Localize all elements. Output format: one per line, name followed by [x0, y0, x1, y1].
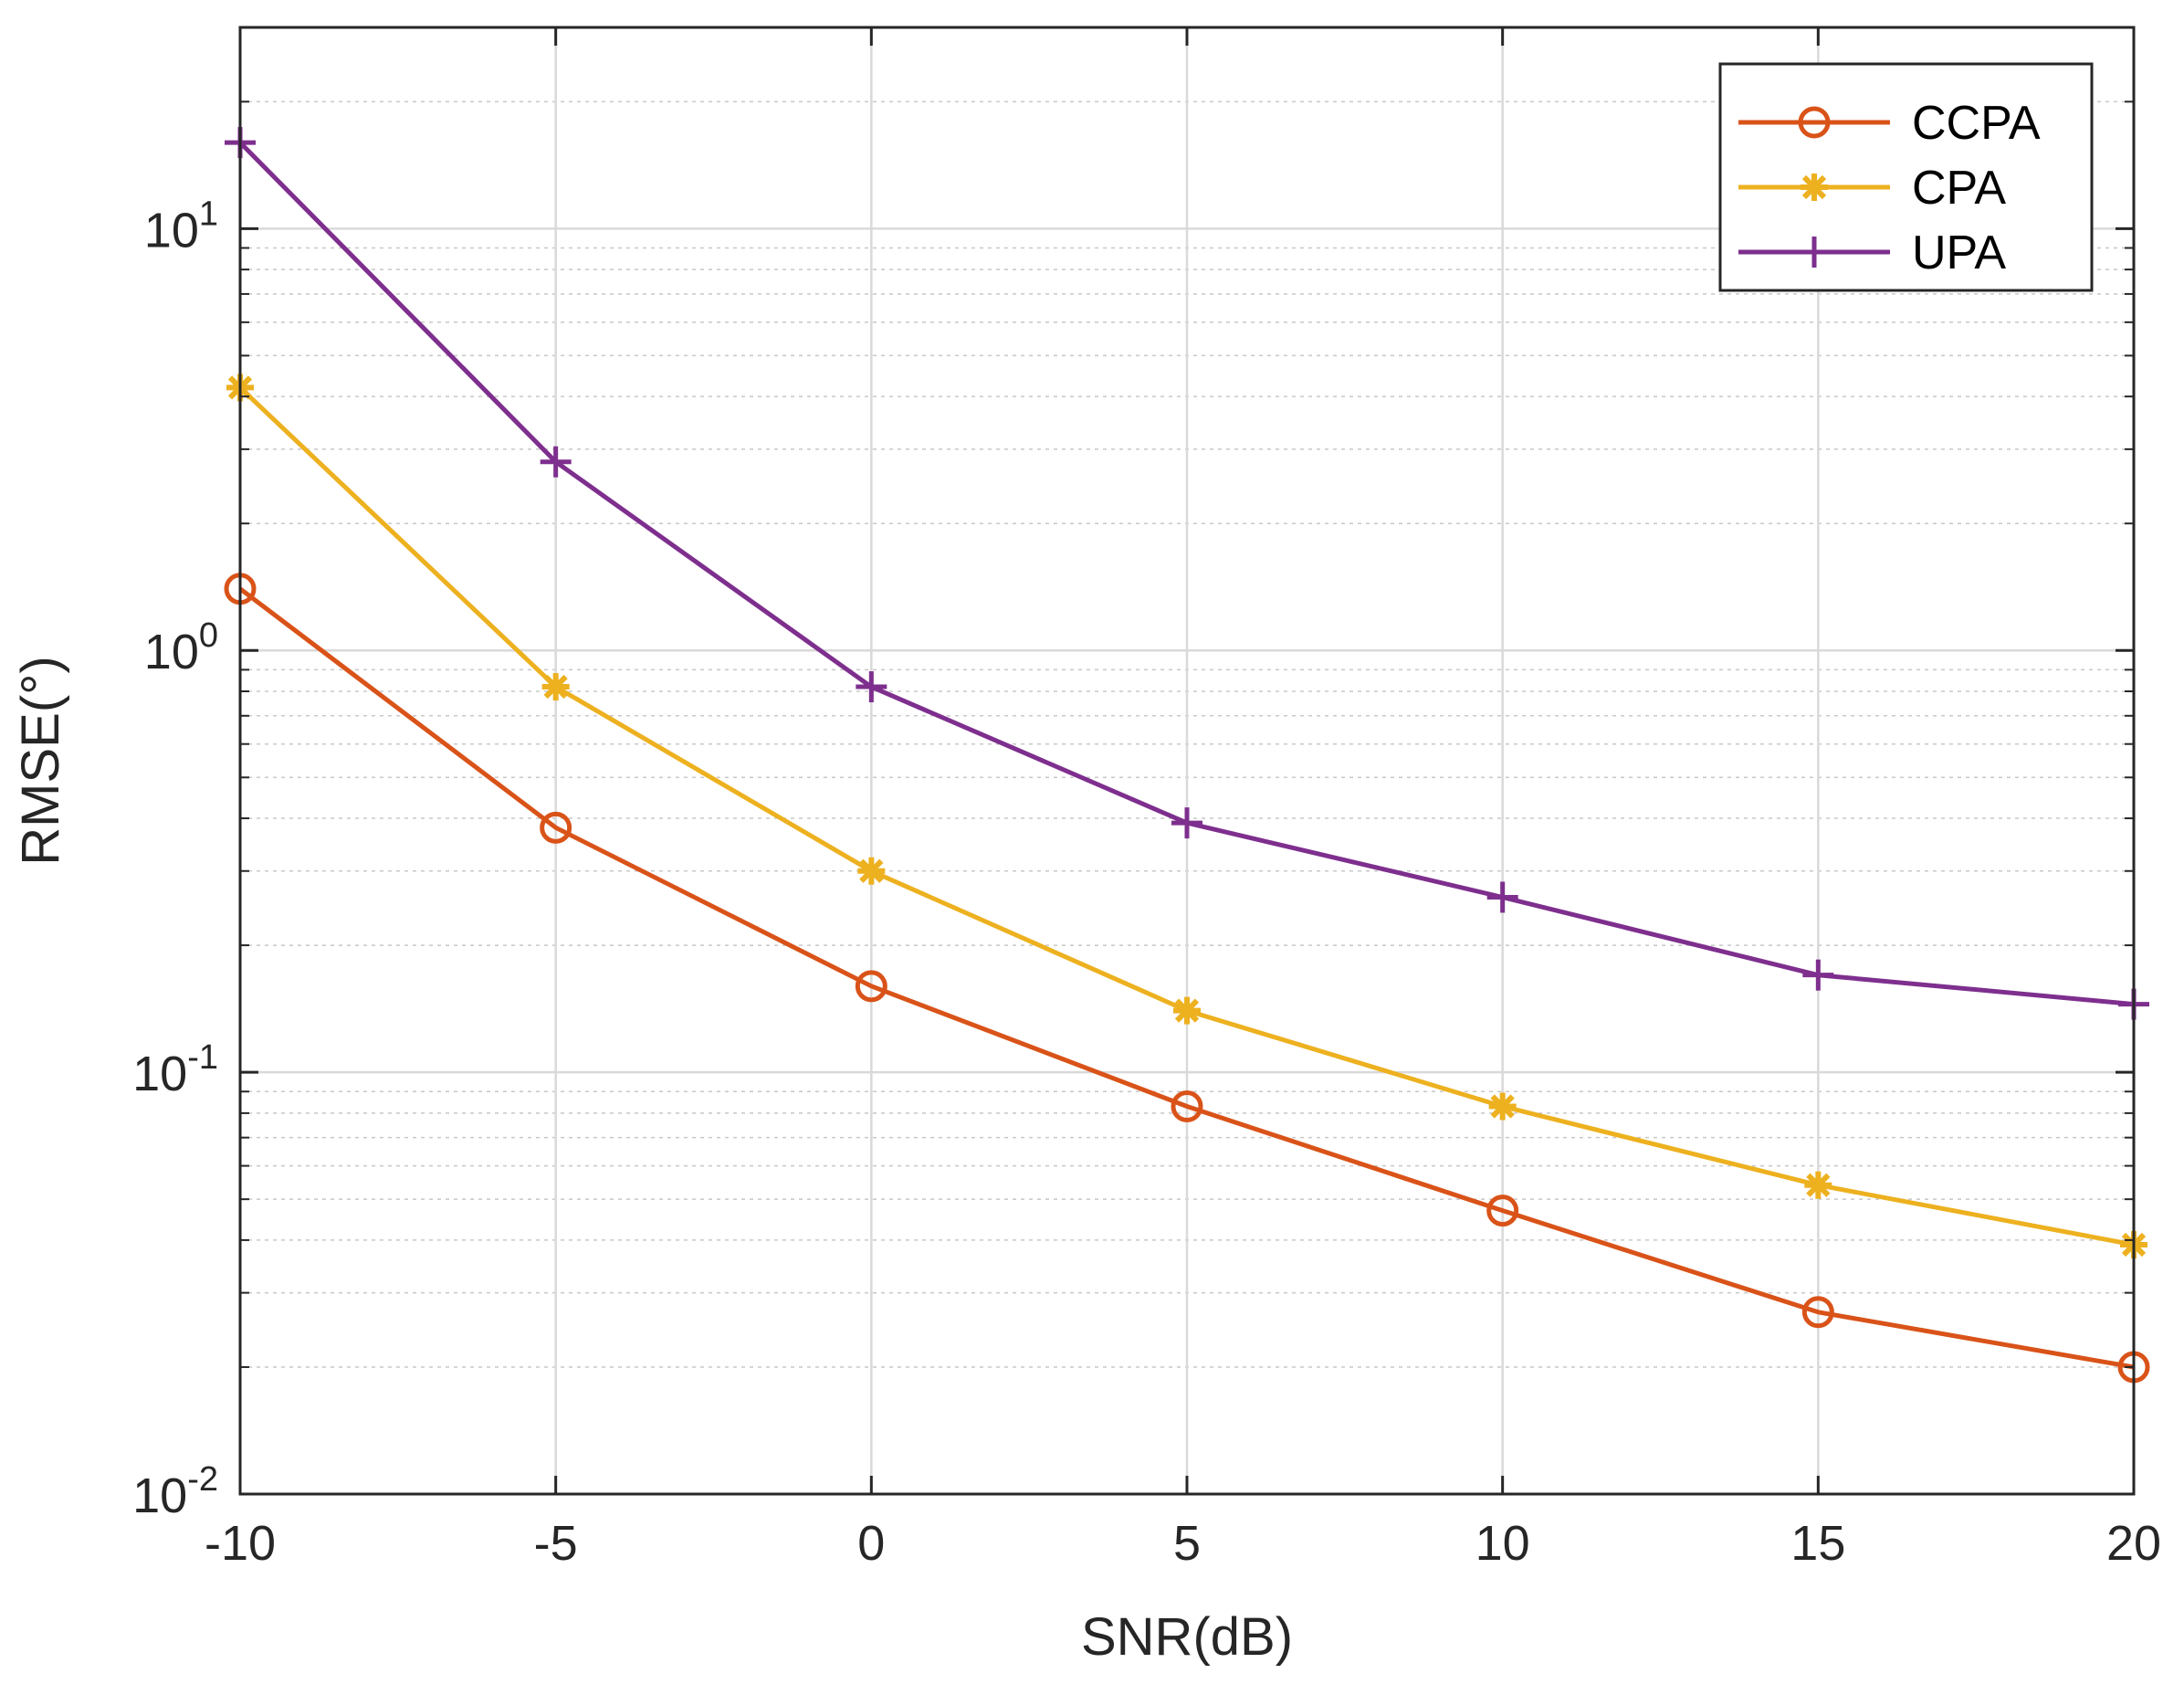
- x-tick-label: 5: [1173, 1516, 1201, 1571]
- data-point-cpa: [1804, 1171, 1832, 1199]
- legend-label-upa: UPA: [1912, 226, 2006, 279]
- data-point-upa: [1802, 959, 1834, 991]
- series-layer: [224, 127, 2150, 1384]
- y-tick-label: 10-2: [132, 1460, 218, 1523]
- x-tick-label: 0: [857, 1516, 885, 1571]
- data-point-ccpa: [1486, 1195, 1519, 1227]
- x-axis-label: SNR(dB): [1081, 1607, 1293, 1667]
- legend-marker-cpa: [1801, 174, 1828, 201]
- y-tick-label: 100: [144, 616, 218, 679]
- legend: CCPA CPA UPA: [1718, 62, 2094, 292]
- legend-marker-ccpa: [1798, 106, 1831, 139]
- tick-marks: [238, 26, 2136, 1496]
- data-point-ccpa: [1171, 1089, 1203, 1122]
- data-point-cpa: [857, 857, 886, 885]
- data-point-upa: [540, 446, 572, 478]
- x-tick-label: 15: [1790, 1516, 1845, 1571]
- legend-marker-upa: [1799, 237, 1830, 268]
- data-point-ccpa: [855, 970, 887, 1003]
- x-tick-label: 10: [1475, 1516, 1530, 1571]
- legend-label-cpa: CPA: [1912, 162, 2006, 215]
- y-tick-label: 101: [144, 195, 218, 258]
- legend-label-ccpa: CCPA: [1912, 97, 2041, 150]
- y-axis-label: RMSE(°): [11, 656, 70, 865]
- x-tick-labels: -10 -5 0 5 10 15 20: [205, 1516, 2161, 1571]
- data-point-upa: [856, 671, 887, 703]
- data-point-ccpa: [540, 811, 572, 844]
- y-tick-labels: 101 100 10-1 10-2: [132, 195, 218, 1523]
- x-tick-label: 20: [2106, 1516, 2161, 1571]
- data-point-cpa: [541, 673, 570, 701]
- data-point-upa: [1171, 807, 1202, 839]
- data-point-ccpa: [1801, 1296, 1834, 1329]
- x-tick-label: -10: [205, 1516, 276, 1571]
- series-line-ccpa: [238, 586, 2135, 1370]
- y-tick-label: 10-1: [132, 1038, 218, 1101]
- data-point-upa: [1486, 881, 1518, 913]
- data-point-cpa: [1488, 1092, 1517, 1121]
- data-point-cpa: [1173, 996, 1201, 1025]
- x-tick-label: -5: [534, 1516, 578, 1571]
